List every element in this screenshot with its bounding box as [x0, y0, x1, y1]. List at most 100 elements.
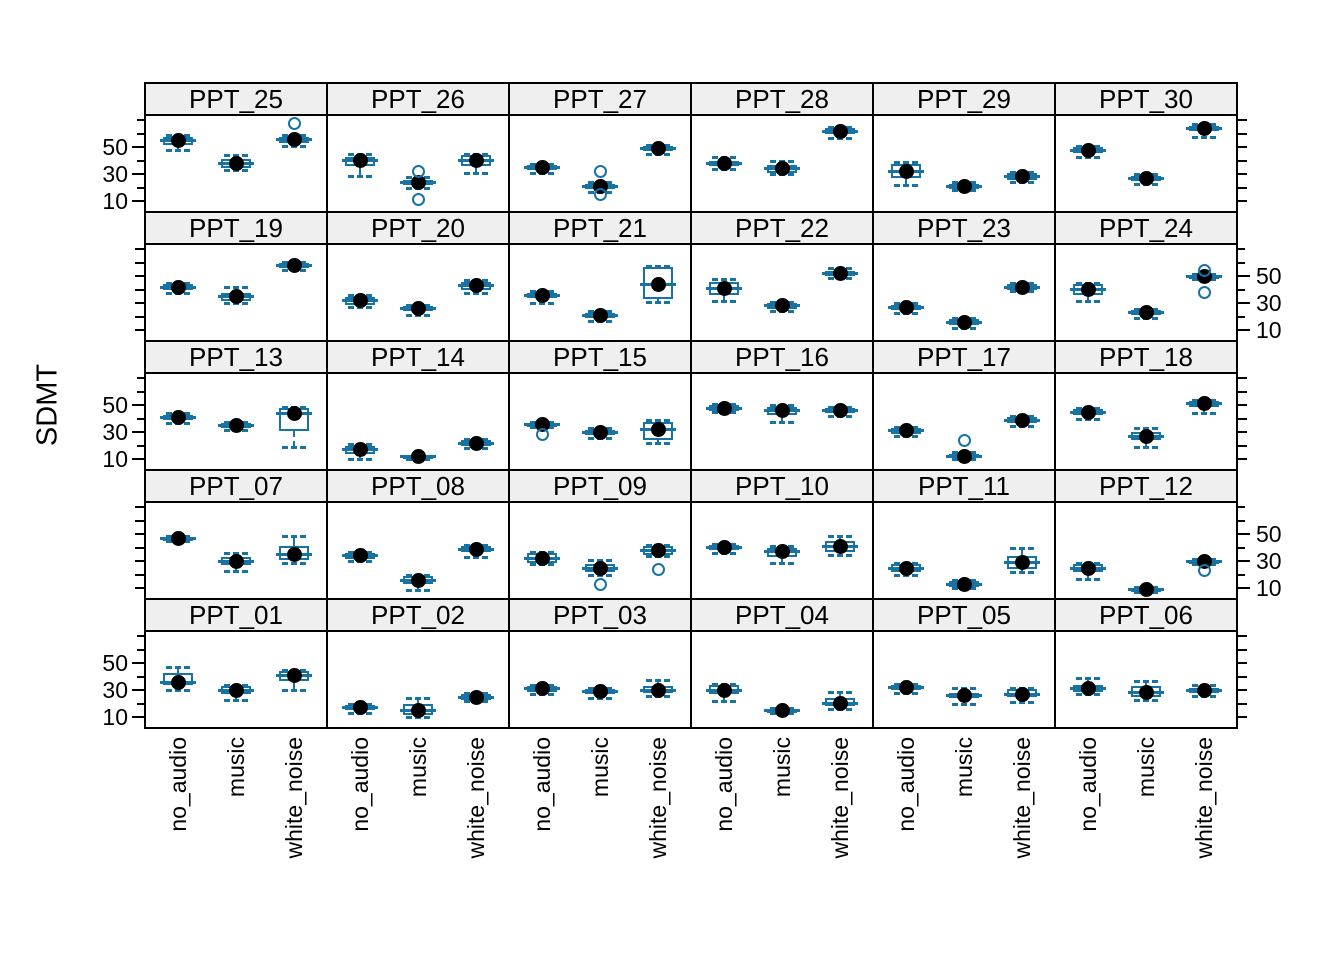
median-dot [1138, 170, 1154, 186]
x-category-label: white_noise [645, 737, 671, 859]
y-axis-tick-left [135, 587, 144, 590]
whisker-upper-cap [1134, 679, 1158, 683]
median-dot [228, 682, 244, 698]
median-dot [592, 560, 608, 576]
whisker-upper-cap [588, 558, 612, 562]
x-category-label: music [1133, 737, 1159, 798]
median-dot [228, 553, 244, 569]
median-dot [352, 548, 368, 564]
whisker-lower-cap [1076, 299, 1100, 303]
median-dot [1080, 681, 1096, 697]
x-category-label: no_audio [711, 737, 737, 832]
y-axis-tick-right [1238, 132, 1247, 135]
y-axis-tick-left [137, 417, 144, 420]
median-dot [352, 442, 368, 458]
y-axis-tick-left [135, 519, 144, 522]
strip-panel-title: PPT_05 [917, 599, 1011, 630]
x-category-label: white_noise [1009, 737, 1035, 859]
y-axis-tick-right [1238, 200, 1247, 203]
y-axis-tick-right [1238, 546, 1245, 549]
y-axis-tick-right [1238, 519, 1245, 522]
y-axis-tick-right [1238, 261, 1245, 264]
strip-panel-title: PPT_10 [735, 470, 829, 501]
y-tick-label: 30 [1256, 548, 1282, 575]
median-dot [410, 572, 426, 588]
median-dot [352, 153, 368, 169]
strip-panel-title: PPT_16 [735, 341, 829, 372]
whisker-upper-cap [1134, 427, 1158, 431]
whisker-lower-cap [282, 561, 306, 565]
median-dot [534, 287, 550, 303]
strip-panel-title: PPT_11 [917, 470, 1010, 501]
whisker-lower-cap [1192, 412, 1216, 416]
y-axis-tick-right [1238, 377, 1247, 380]
y-axis-tick-left [132, 200, 144, 203]
whisker-lower-stem [781, 557, 783, 563]
median-dot [1196, 396, 1212, 412]
y-tick-label: 30 [102, 419, 128, 446]
median-dot [898, 164, 914, 180]
whisker-lower-cap [282, 689, 306, 693]
strip-panel-title: PPT_13 [189, 341, 283, 372]
median-dot [650, 276, 666, 292]
whisker-lower-stem [781, 414, 783, 422]
whisker-upper-cap [1076, 677, 1100, 681]
x-category-label: music [769, 737, 795, 798]
median-dot [832, 123, 848, 139]
y-axis-tick-right [1238, 173, 1247, 176]
whisker-upper-stem [293, 535, 295, 547]
y-axis-tick-right [1238, 404, 1247, 407]
median-dot [1138, 582, 1154, 598]
strip-panel-title: PPT_07 [189, 470, 283, 501]
outlier-point [1197, 286, 1211, 299]
median-dot [352, 293, 368, 309]
median-dot [1196, 682, 1212, 698]
x-category-label: no_audio [893, 737, 919, 832]
y-axis-tick-right [1238, 573, 1245, 576]
x-category-label: no_audio [165, 737, 191, 832]
outlier-point [535, 428, 549, 442]
whisker-upper-cap [952, 686, 976, 690]
y-tick-label: 50 [102, 134, 128, 161]
median-dot [228, 289, 244, 305]
whisker-lower-stem [475, 166, 477, 173]
outlier-point [411, 193, 425, 207]
x-category-label: white_noise [1191, 737, 1217, 859]
y-axis-tick-left [132, 716, 144, 719]
median-dot [716, 280, 732, 296]
whisker-upper-cap [894, 161, 918, 165]
median-dot [956, 178, 972, 194]
median-dot [1138, 685, 1154, 701]
y-axis-tick-right [1238, 288, 1245, 291]
whisker-lower-cap [1010, 571, 1034, 575]
whisker-lower-cap [224, 569, 248, 573]
y-tick-label: 10 [102, 188, 128, 215]
whisker-lower-stem [1087, 295, 1089, 301]
y-axis-tick-right [1238, 275, 1250, 278]
y-axis-tick-left [135, 261, 144, 264]
median-dot [898, 299, 914, 315]
whisker-lower-cap [348, 174, 372, 178]
whisker-upper-cap [224, 286, 248, 290]
y-axis-tick-left [135, 248, 144, 251]
median-dot [832, 403, 848, 419]
median-dot [286, 667, 302, 683]
y-axis-tick-right [1238, 431, 1247, 434]
outlier-point [593, 577, 607, 591]
median-dot [956, 449, 972, 465]
y-axis-tick-left [137, 444, 144, 447]
median-dot [774, 403, 790, 419]
y-tick-label: 50 [102, 392, 128, 419]
median-dot [1080, 142, 1096, 158]
panel-border-horizontal [144, 501, 1238, 503]
x-category-label: white_noise [827, 737, 853, 859]
y-axis-tick-left [137, 635, 144, 638]
y-axis-tick-left [135, 288, 144, 291]
median-dot [832, 538, 848, 554]
median-dot [410, 174, 426, 190]
y-tick-label: 30 [102, 161, 128, 188]
whisker-lower-cap [712, 700, 736, 704]
median-dot [832, 696, 848, 712]
y-axis-tick-right [1238, 417, 1247, 420]
